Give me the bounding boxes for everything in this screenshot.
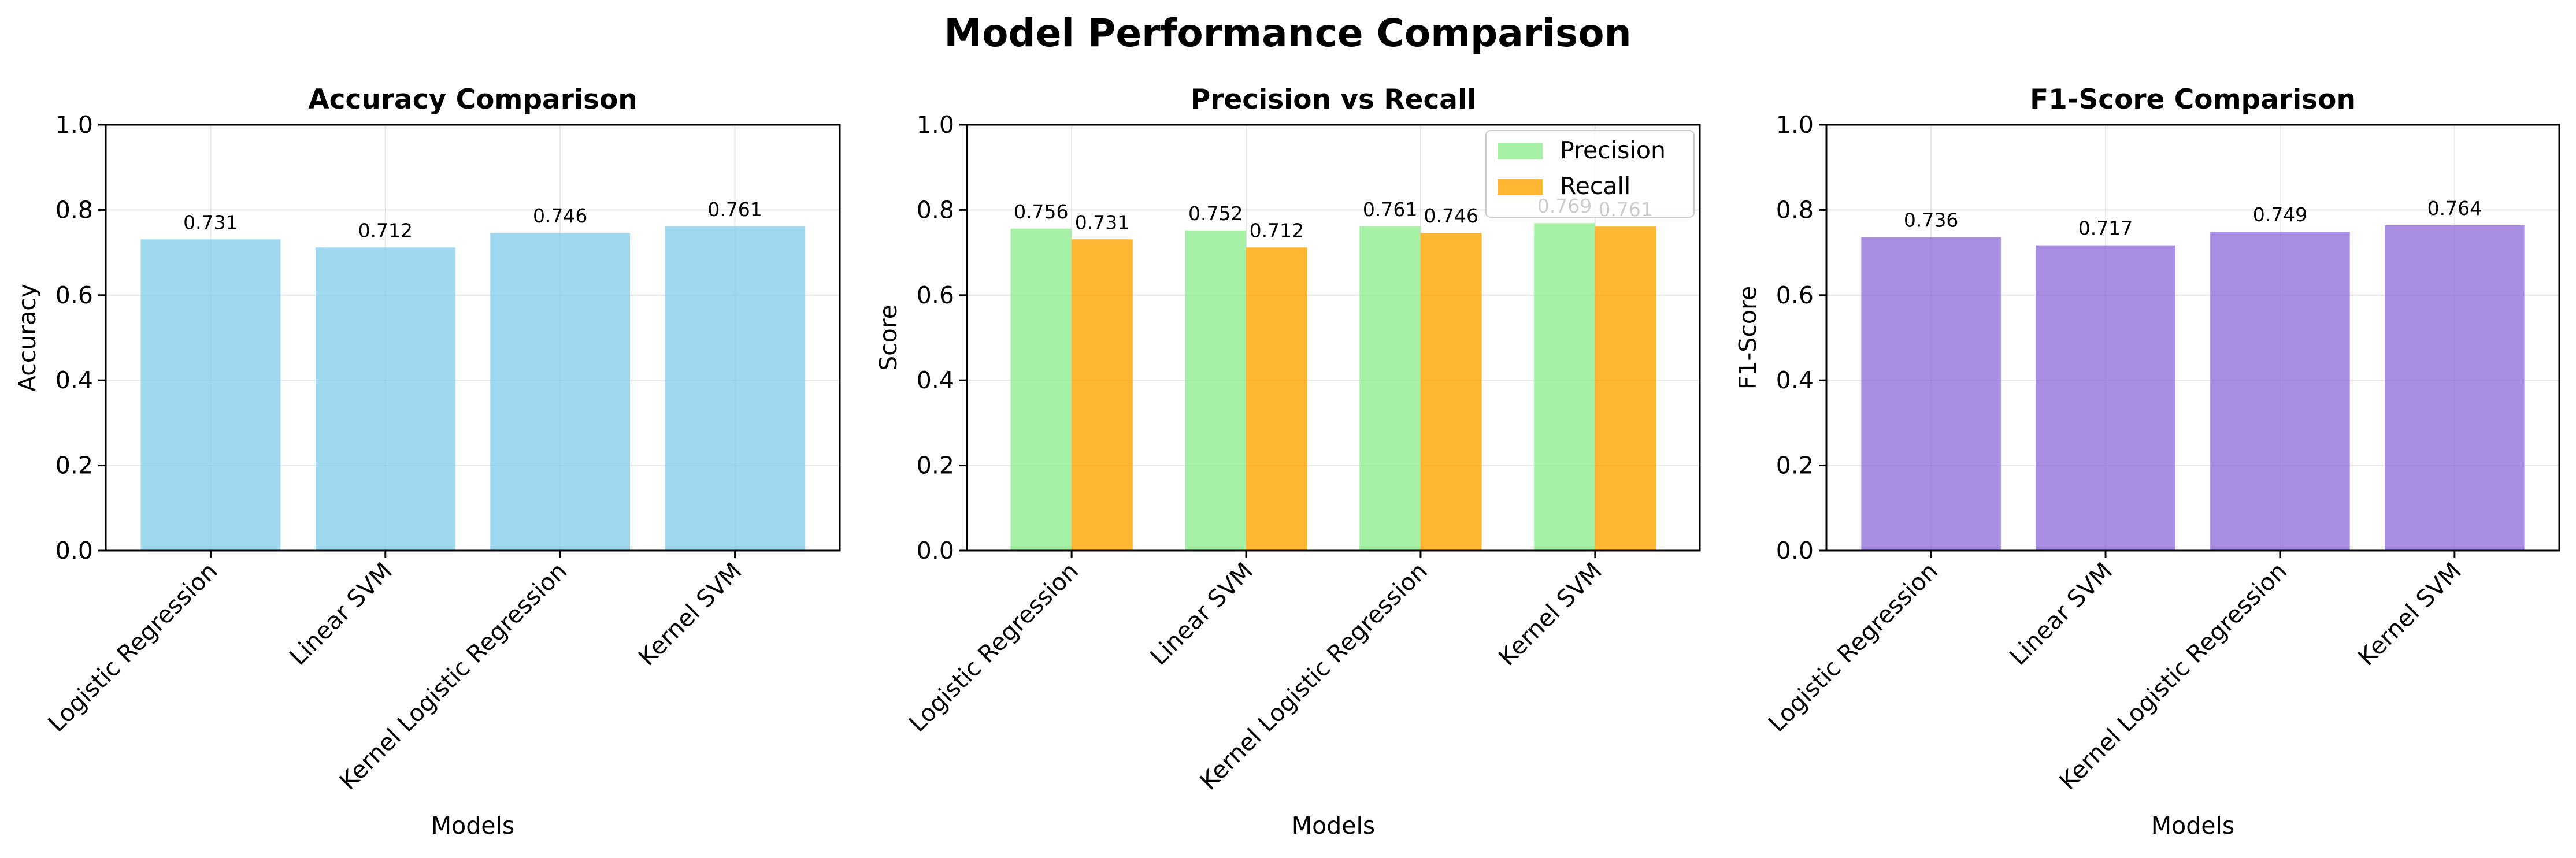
y-tick-label: 0.2 — [1776, 452, 1814, 480]
bars: 0.736 0.717 0.749 0.764 — [1861, 197, 2525, 551]
data-label: 0.731 — [183, 211, 238, 233]
x-axis-label: Models — [2151, 812, 2234, 840]
x-tick-label: Logistic Regression — [903, 557, 1084, 737]
data-label: 0.746 — [533, 205, 587, 227]
panel-title: Accuracy Comparison — [308, 84, 637, 116]
y-tick-label: 1.0 — [1776, 111, 1814, 139]
y-tick-label: 0.8 — [917, 196, 954, 224]
data-label: 0.756 — [1014, 200, 1068, 223]
y-tick-label: 0.8 — [1776, 196, 1814, 224]
bar-precision-4 — [1534, 223, 1595, 551]
data-label: 0.749 — [2253, 203, 2307, 226]
y-tick-label: 1.0 — [917, 111, 954, 139]
bar-3 — [490, 233, 631, 551]
bar-4 — [665, 226, 805, 551]
panel-title: Precision vs Recall — [1191, 84, 1477, 116]
y-tick-label: 0.6 — [917, 281, 954, 309]
axes-frame — [1825, 124, 2560, 552]
y-tick-label: 1.0 — [55, 111, 93, 139]
bar-2 — [315, 247, 455, 551]
chart-panel-2: 0.7560.7520.7610.7690.7310.7120.7460.761… — [874, 84, 1701, 840]
y-tick-label: 0.4 — [917, 366, 954, 394]
data-label: 0.761 — [1363, 198, 1417, 221]
y-axis-label: Accuracy — [13, 284, 41, 392]
x-axis-label: Models — [431, 812, 514, 840]
chart-panels: 0.731 0.712 0.746 0.761 0.0 0.2 0.4 0.6 0.8 1.0 Lo… — [13, 84, 2560, 840]
bar-recall-3 — [1420, 233, 1482, 551]
bar-3 — [2210, 231, 2350, 551]
chart-panel-1: 0.731 0.712 0.746 0.761 0.0 0.2 0.4 0.6 0.8 1.0 Lo… — [13, 84, 841, 840]
x-tick-label: Linear SVM — [2004, 557, 2118, 671]
x-tick-label: Kernel SVM — [2352, 557, 2466, 671]
y-tick-label: 0.0 — [55, 537, 93, 564]
bar-2 — [2036, 245, 2175, 551]
data-label: 0.712 — [1250, 219, 1304, 242]
data-label: 0.761 — [707, 198, 762, 221]
x-tick-label: Linear SVM — [284, 557, 398, 671]
data-label: 0.731 — [1075, 211, 1129, 233]
y-axis-label: F1-Score — [1734, 286, 1762, 389]
x-tick-label: Logistic Regression — [1763, 557, 1943, 737]
y-axis-label: Score — [874, 304, 902, 371]
y-tick-label: 0.0 — [917, 537, 954, 564]
bar-precision-2 — [1185, 230, 1247, 551]
y-tick-label: 0.8 — [55, 196, 93, 224]
y-tick-label: 0.0 — [1776, 537, 1814, 564]
bar-1 — [140, 239, 281, 551]
bar-recall-2 — [1246, 247, 1307, 551]
data-label: 0.764 — [2427, 197, 2482, 220]
bars: 0.731 0.712 0.746 0.761 — [140, 198, 805, 551]
y-tick-label: 0.4 — [1776, 366, 1814, 394]
data-label: 0.752 — [1188, 202, 1243, 225]
data-label: 0.746 — [1424, 205, 1478, 227]
bar-precision-1 — [1010, 228, 1072, 551]
x-tick-label: Kernel SVM — [633, 557, 747, 671]
legend-label-precision: Precision — [1560, 136, 1666, 164]
axes-frame — [105, 124, 841, 552]
y-tick-label: 0.6 — [1776, 281, 1814, 309]
legend: Precision Recall — [1485, 130, 1695, 218]
bar-precision-3 — [1359, 226, 1421, 551]
x-tick-label: Kernel SVM — [1493, 557, 1607, 671]
bar-1 — [1861, 237, 2001, 551]
data-label: 0.712 — [358, 219, 413, 242]
y-tick-label: 0.2 — [55, 452, 93, 480]
data-label: 0.736 — [1904, 209, 1958, 232]
axes-frame — [966, 124, 1701, 552]
panel-title: F1-Score Comparison — [2030, 84, 2356, 116]
y-tick-label: 0.6 — [55, 281, 93, 309]
figure-title: Model Performance Comparison — [944, 11, 1631, 55]
bar-recall-4 — [1595, 226, 1656, 551]
bar-recall-1 — [1072, 239, 1133, 551]
data-label: 0.717 — [2078, 217, 2133, 240]
x-tick-label: Linear SVM — [1145, 557, 1259, 671]
y-tick-label: 0.4 — [55, 366, 93, 394]
x-tick-label: Logistic Regression — [42, 557, 223, 737]
bar-4 — [2385, 225, 2525, 551]
x-axis-label: Models — [1292, 812, 1375, 840]
legend-swatch-precision — [1498, 143, 1543, 159]
chart-panel-3: 0.736 0.717 0.749 0.764 0.0 0.2 0.4 0.6 0.8 1.0 Lo… — [1734, 84, 2560, 840]
legend-swatch-recall — [1498, 179, 1543, 195]
legend-label-recall: Recall — [1560, 172, 1630, 200]
y-tick-label: 0.2 — [917, 452, 954, 480]
